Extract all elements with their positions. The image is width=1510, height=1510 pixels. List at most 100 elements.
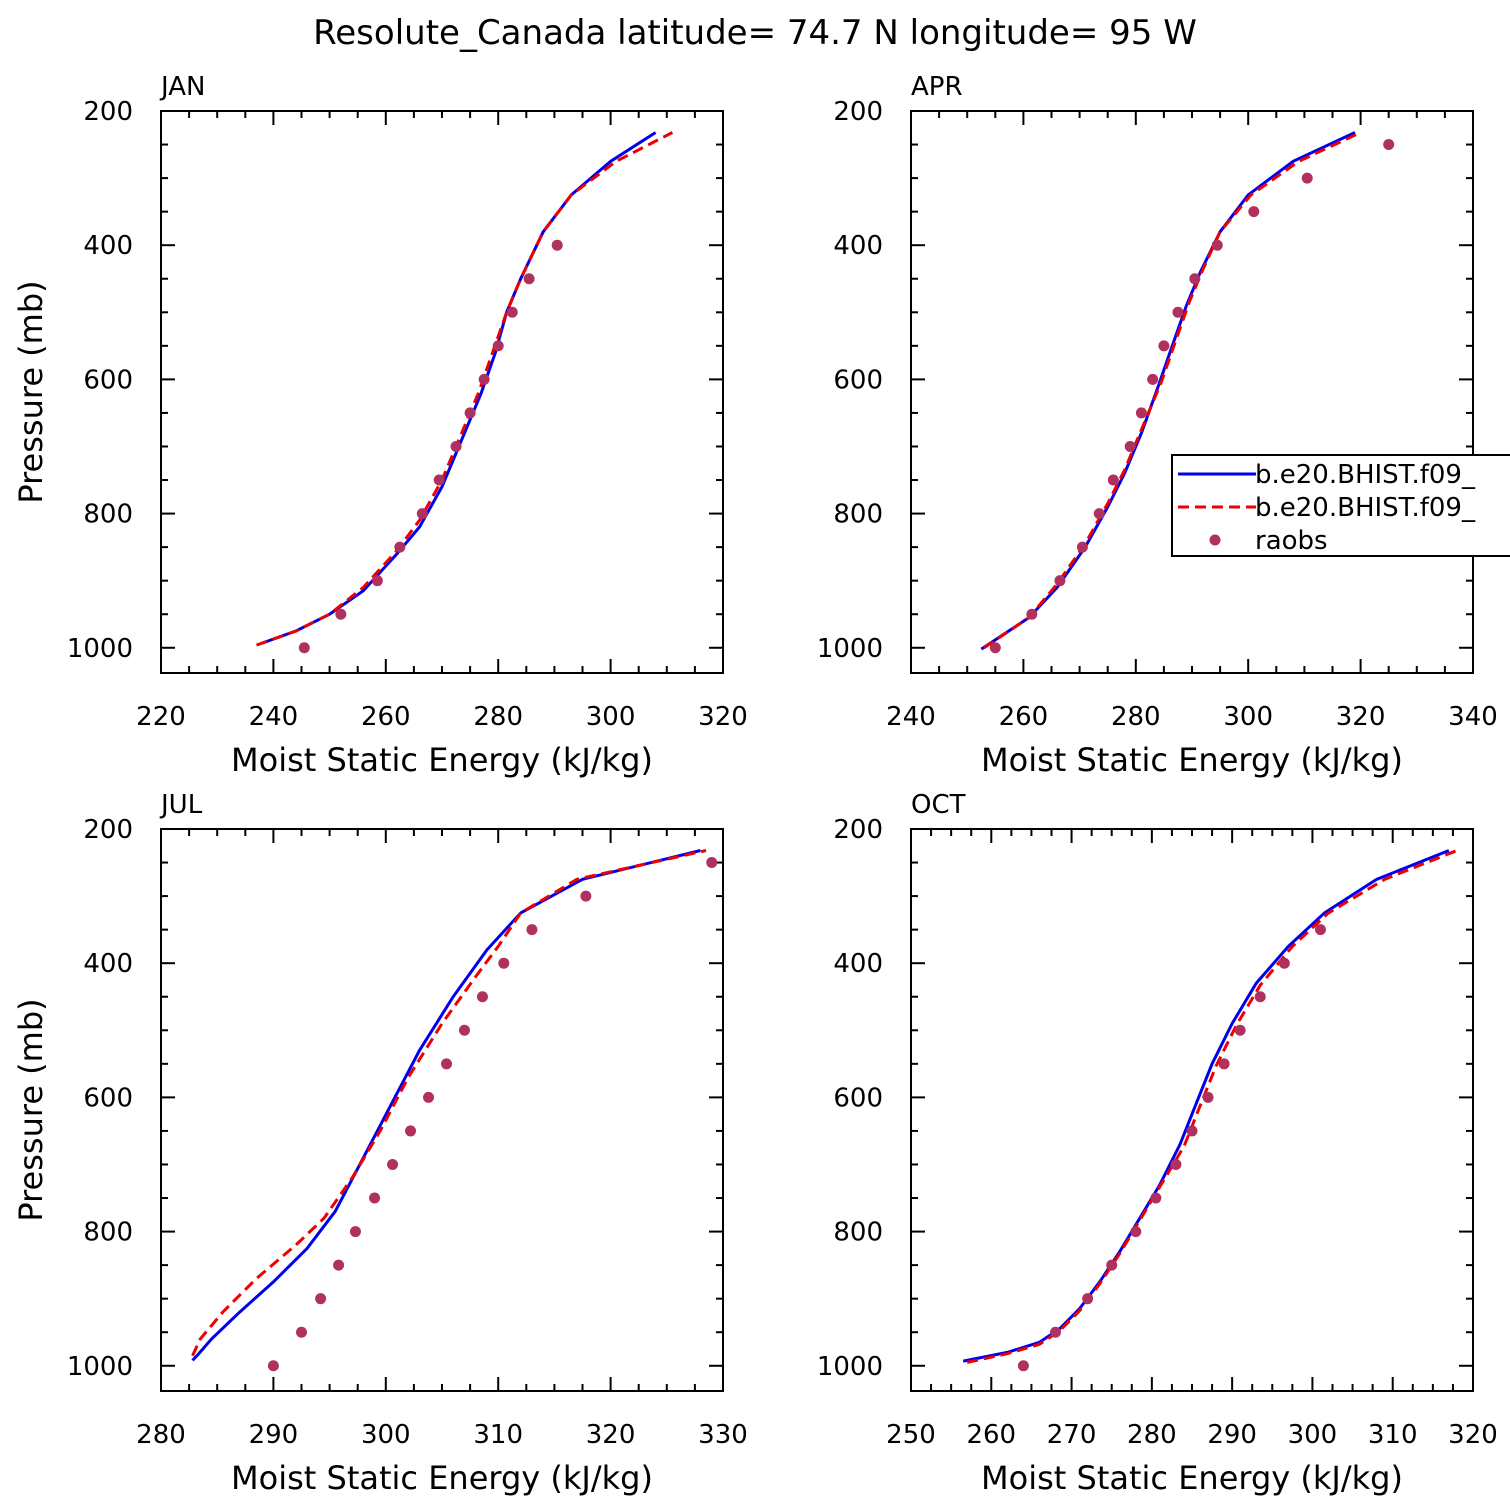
- data-point: [706, 857, 718, 869]
- series-raobs: [298, 239, 563, 654]
- series-raobs: [1017, 924, 1326, 1372]
- data-point: [1135, 407, 1147, 419]
- data-point: [580, 890, 592, 902]
- y-tick-label: 800: [83, 1218, 133, 1248]
- x-tick-label: 280: [136, 1420, 186, 1450]
- x-tick-label: 280: [1111, 702, 1161, 732]
- x-tick-label: 240: [886, 702, 936, 732]
- data-point: [1189, 273, 1201, 285]
- data-point: [458, 1024, 470, 1036]
- plot-frame: [910, 828, 1474, 1392]
- x-tick-label: 320: [1448, 1420, 1498, 1450]
- series-line-1: [191, 849, 701, 1362]
- panel-apr: 240 260 280 300 320 340 200 400 600 800 1000 APR Moi…: [817, 72, 1498, 779]
- data-point: [315, 1293, 327, 1305]
- data-point: [1218, 1058, 1230, 1070]
- series-line-2: [983, 131, 1362, 650]
- y-tick-label: 600: [83, 1083, 133, 1113]
- data-point: [989, 642, 1001, 654]
- y-tick-label: 400: [83, 949, 133, 979]
- data-point: [551, 239, 563, 251]
- y-tick-label: 200: [833, 97, 883, 127]
- series-raobs: [989, 139, 1395, 654]
- x-axis-label: Moist Static Energy (kJ/kg): [231, 741, 653, 779]
- panel-title: JAN: [159, 72, 205, 102]
- panel-title: APR: [911, 72, 963, 102]
- data-point: [1202, 1091, 1214, 1103]
- data-point: [1026, 608, 1038, 620]
- x-tick-label: 270: [1047, 1420, 1097, 1450]
- data-point: [349, 1226, 361, 1238]
- legend-label: raobs: [1255, 526, 1328, 556]
- y-tick-label: 1000: [817, 1352, 883, 1382]
- legend-label: b.e20.BHIST.f09_: [1255, 493, 1476, 523]
- series-line-1: [261, 131, 657, 645]
- x-tick-label: 320: [698, 702, 748, 732]
- data-point: [492, 340, 504, 352]
- y-tick-label: 200: [83, 97, 133, 127]
- y-tick-label: 400: [833, 231, 883, 261]
- x-tick-label: 300: [586, 702, 636, 732]
- y-tick-label: 1000: [67, 1352, 133, 1382]
- data-point: [423, 1091, 435, 1103]
- legend: b.e20.BHIST.f09_b.e20.BHIST.f09_raobs: [1171, 454, 1510, 557]
- data-point: [440, 1058, 452, 1070]
- y-axis-label: Pressure (mb): [12, 998, 50, 1221]
- series-raobs: [267, 857, 718, 1372]
- legend-box: [1171, 454, 1510, 557]
- x-tick-label: 280: [473, 702, 523, 732]
- data-point: [371, 575, 383, 587]
- data-point: [267, 1360, 279, 1372]
- data-point: [450, 440, 462, 452]
- x-tick-label: 260: [361, 702, 411, 732]
- panel-title: JUL: [159, 790, 203, 820]
- legend-entry: b.e20.BHIST.f09_: [1178, 460, 1476, 490]
- data-point: [1124, 440, 1136, 452]
- x-tick-label: 300: [1288, 1420, 1338, 1450]
- data-point: [416, 508, 428, 520]
- data-point: [1158, 340, 1170, 352]
- data-point: [1314, 924, 1326, 936]
- x-tick-label: 310: [473, 1420, 523, 1450]
- data-point: [1106, 1259, 1118, 1271]
- y-tick-label: 400: [83, 231, 133, 261]
- legend-label: b.e20.BHIST.f09_: [1255, 460, 1476, 490]
- x-tick-label: 260: [966, 1420, 1016, 1450]
- x-axis-label: Moist Static Energy (kJ/kg): [981, 1459, 1403, 1497]
- data-point: [526, 924, 538, 936]
- data-point: [1301, 172, 1313, 184]
- legend-marker: [1209, 534, 1221, 546]
- data-point: [333, 1259, 345, 1271]
- y-tick-label: 200: [833, 815, 883, 845]
- data-point: [405, 1125, 417, 1137]
- data-point: [1054, 575, 1066, 587]
- y-axis-label: Pressure (mb): [12, 280, 50, 503]
- data-point: [387, 1158, 399, 1170]
- y-tick-label: 600: [83, 365, 133, 395]
- data-point: [298, 642, 310, 654]
- x-tick-label: 300: [1223, 702, 1273, 732]
- data-point: [1093, 508, 1105, 520]
- legend-entry: b.e20.BHIST.f09_: [1178, 493, 1476, 523]
- data-point: [1170, 1158, 1182, 1170]
- y-tick-label: 200: [83, 815, 133, 845]
- data-point: [1186, 1125, 1198, 1137]
- x-tick-label: 300: [361, 1420, 411, 1450]
- panel-jan: 220 240 260 280 300 320 200 400 600 800 1000 JAN Moi…: [12, 72, 748, 779]
- y-tick-label: 1000: [67, 634, 133, 664]
- data-point: [523, 273, 535, 285]
- data-point: [1082, 1293, 1094, 1305]
- data-point: [1130, 1226, 1142, 1238]
- data-point: [1278, 957, 1290, 969]
- x-tick-label: 220: [136, 702, 186, 732]
- data-point: [506, 306, 518, 318]
- x-tick-label: 290: [1207, 1420, 1257, 1450]
- x-tick-label: 340: [1448, 702, 1498, 732]
- x-tick-label: 330: [698, 1420, 748, 1450]
- y-tick-label: 600: [833, 1083, 883, 1113]
- panel-title: OCT: [911, 790, 966, 820]
- data-point: [498, 957, 510, 969]
- plot-frame: [160, 110, 724, 674]
- x-tick-label: 280: [1127, 1420, 1177, 1450]
